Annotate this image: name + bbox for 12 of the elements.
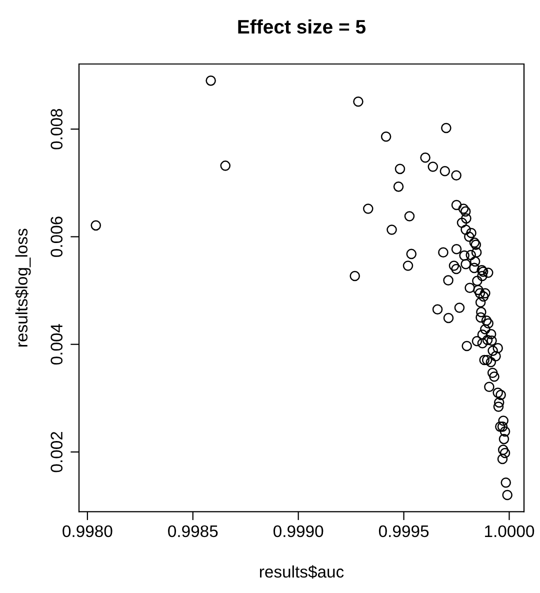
y-axis-title: results$log_loss xyxy=(15,228,31,346)
chart-title: Effect size = 5 xyxy=(238,19,366,34)
x-tick-label: 0.9980 xyxy=(62,525,112,538)
x-tick-label: 0.9990 xyxy=(274,525,324,538)
y-tick-label: 0.004 xyxy=(50,324,63,365)
y-tick-label: 0.006 xyxy=(50,216,63,257)
x-tick-label: 1.0000 xyxy=(485,525,534,538)
x-tick-label: 0.9985 xyxy=(168,525,218,538)
y-tick-label: 0.008 xyxy=(50,108,63,150)
x-axis-title: results$auc xyxy=(260,565,344,579)
y-tick-label: 0.002 xyxy=(50,432,63,472)
x-tick-label: 0.9995 xyxy=(378,525,429,538)
